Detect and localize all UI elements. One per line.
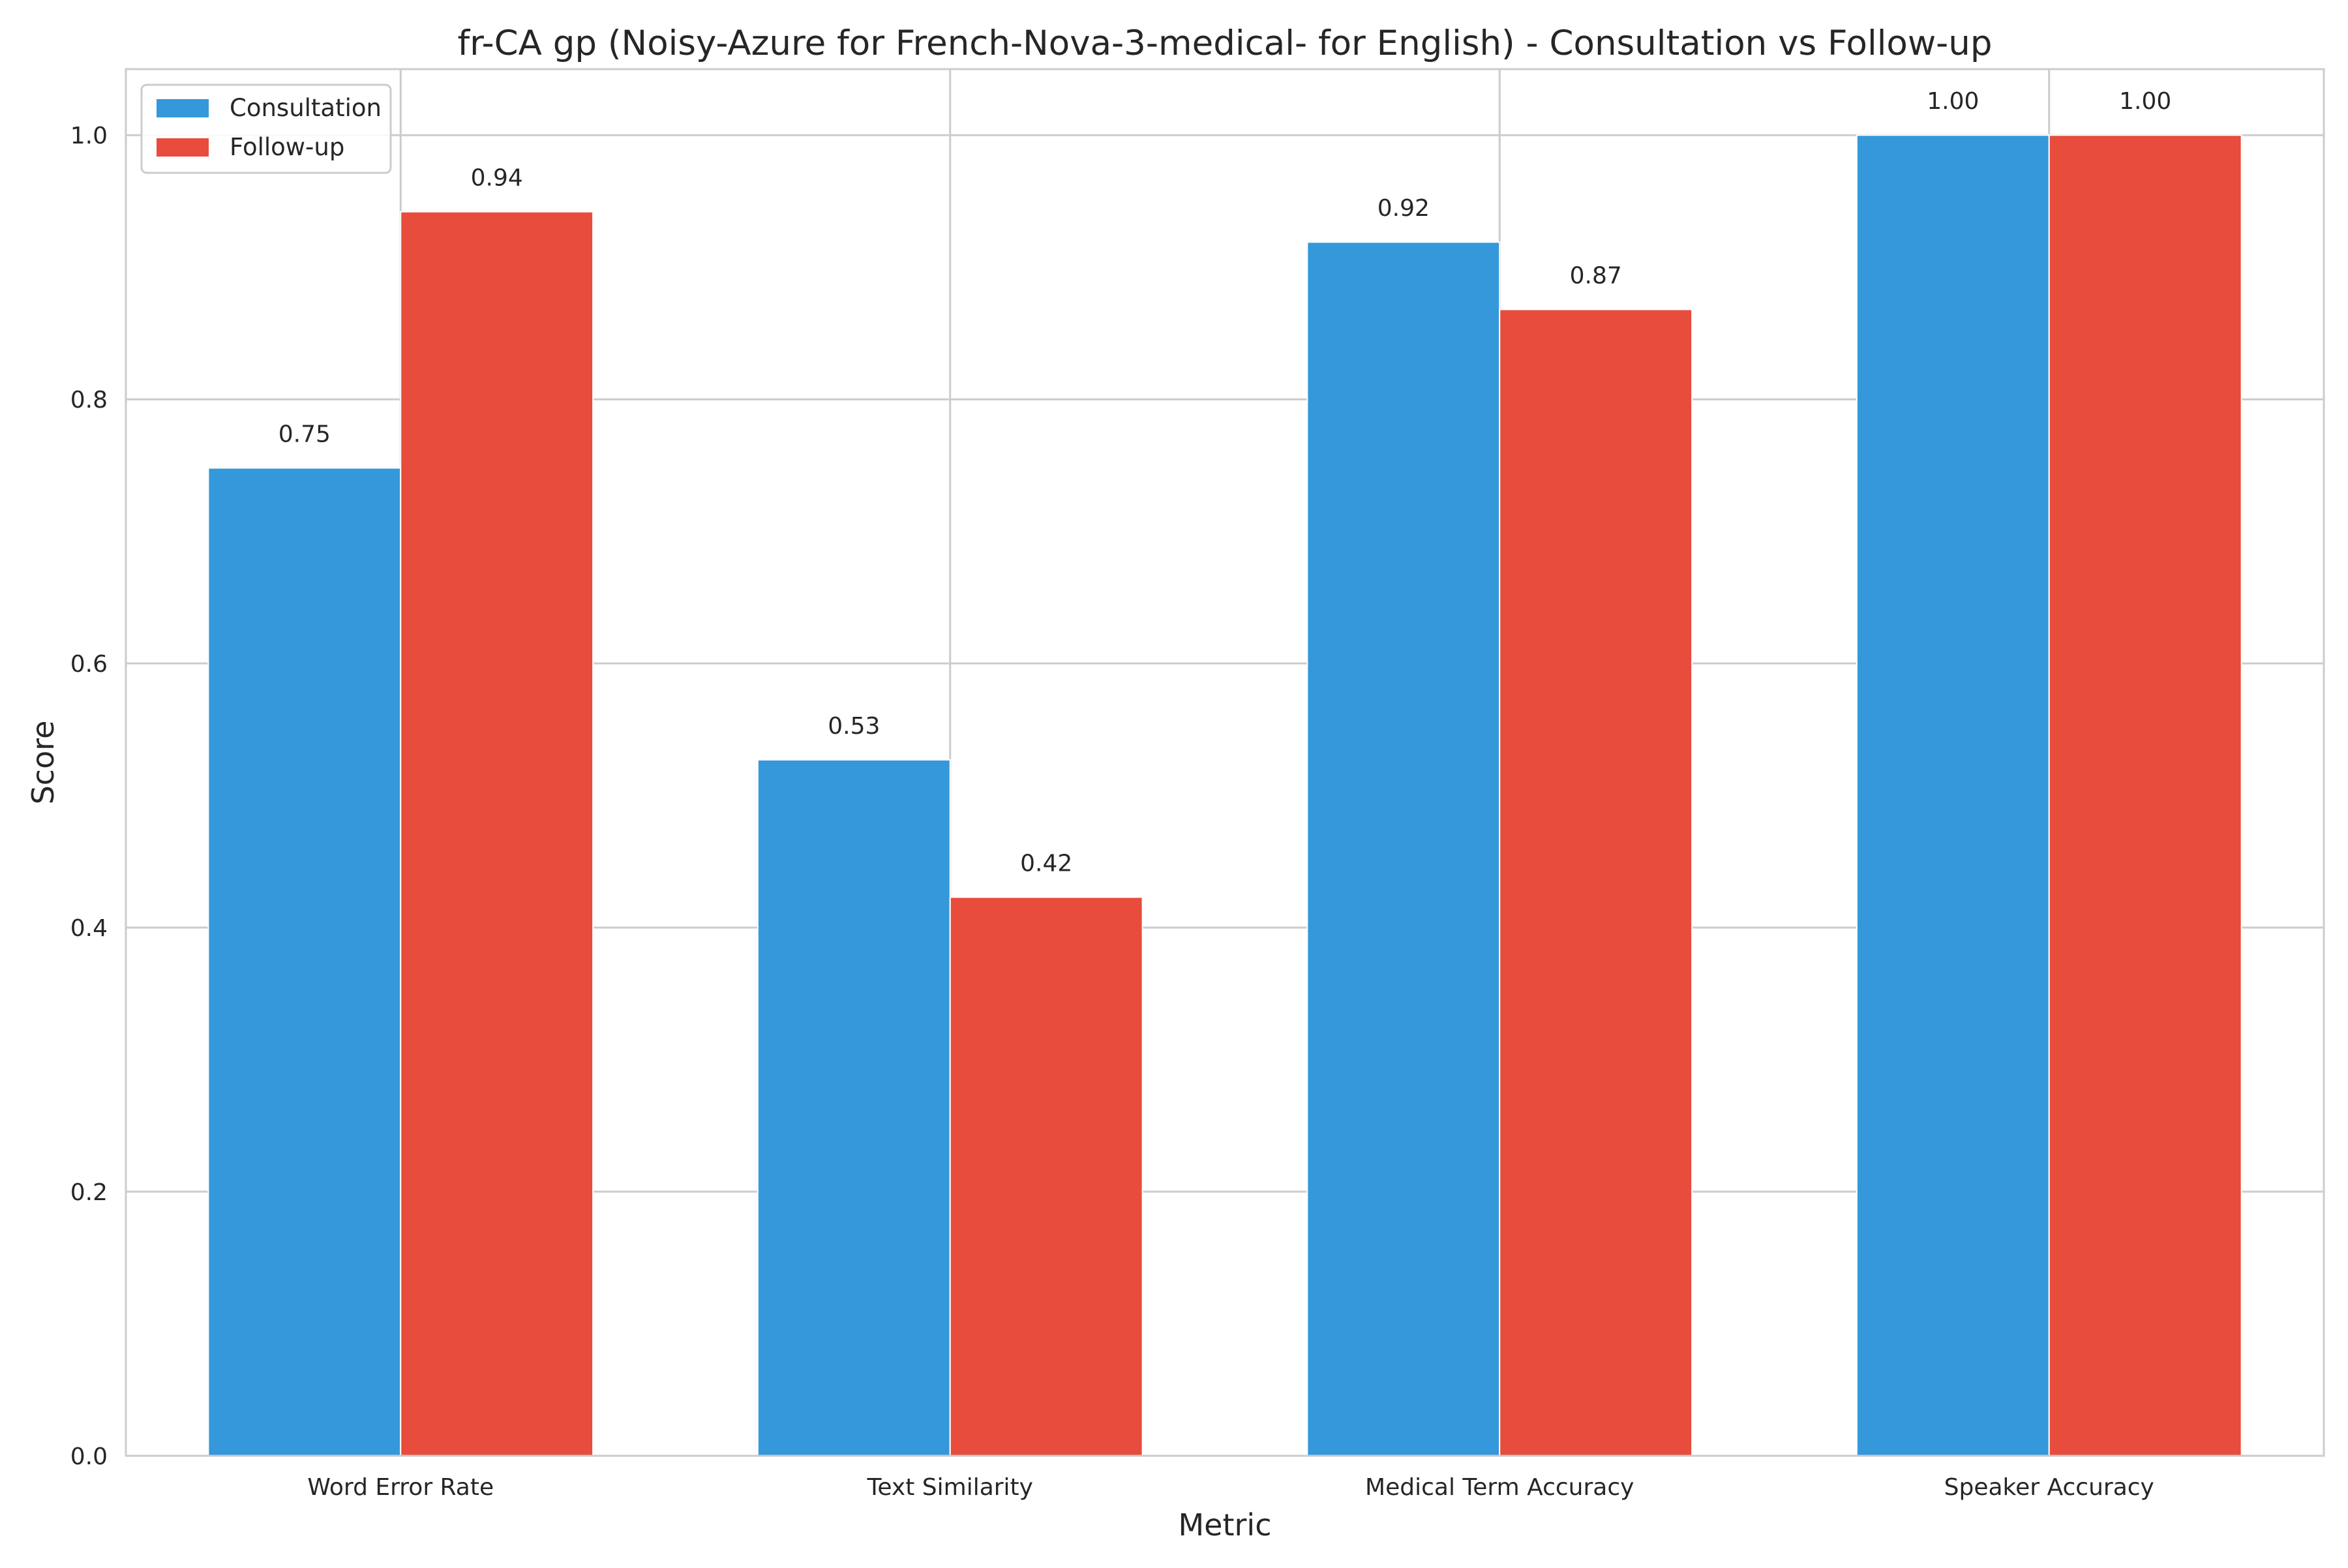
y-tick-label: 0.0 <box>70 1443 108 1470</box>
data-label: 0.75 <box>278 421 331 447</box>
bar-follow-up <box>2048 134 2242 1457</box>
bar-consultation <box>1306 241 1501 1457</box>
y-tick-label: 0.4 <box>70 915 108 942</box>
tick-labels: 0.0 0.2 0.4 0.6 0.8 1.0 Word Error Rate Text Si… <box>70 123 2154 1501</box>
data-label: 0.42 <box>1020 851 1072 877</box>
bar-follow-up <box>949 896 1143 1457</box>
x-tick-label: Medical Term Accuracy <box>1365 1474 1634 1501</box>
data-label: 1.00 <box>2119 88 2171 115</box>
legend-swatch <box>157 138 209 157</box>
data-label: 0.94 <box>471 165 523 192</box>
data-label: 1.00 <box>1927 88 1979 115</box>
legend-label: Consultation <box>230 94 382 122</box>
y-tick-label: 0.6 <box>70 651 108 678</box>
x-tick-label: Speaker Accuracy <box>1944 1474 2154 1501</box>
data-labels: 0.75 0.53 0.92 1.00 0.94 0.42 0.87 1.00 <box>278 88 2172 877</box>
bar-consultation <box>207 467 402 1456</box>
x-tick-label: Text Similarity <box>867 1474 1033 1501</box>
plot-frame <box>125 68 2325 1457</box>
bar-follow-up <box>400 211 594 1456</box>
y-tick-label: 0.8 <box>70 387 108 414</box>
y-tick-label: 1.0 <box>70 123 108 149</box>
bar-consultation <box>757 759 951 1456</box>
bars <box>207 134 2242 1457</box>
data-label: 0.87 <box>1570 263 1622 290</box>
x-axis-label: Metric <box>1178 1507 1271 1543</box>
legend-label: Follow-up <box>230 133 344 161</box>
legend: Consultation Follow-up <box>140 83 392 174</box>
data-label: 0.53 <box>828 713 880 740</box>
legend-swatch <box>157 99 209 117</box>
y-tick-label: 0.2 <box>70 1179 108 1206</box>
bar-follow-up <box>1499 309 1693 1456</box>
data-label: 0.92 <box>1377 195 1430 222</box>
bar-consultation <box>1856 134 2050 1457</box>
chart-title: fr-CA gp (Noisy-Azure for French-Nova-3-… <box>457 23 1992 63</box>
y-axis-label: Score <box>25 721 61 805</box>
x-tick-label: Word Error Rate <box>307 1474 494 1501</box>
